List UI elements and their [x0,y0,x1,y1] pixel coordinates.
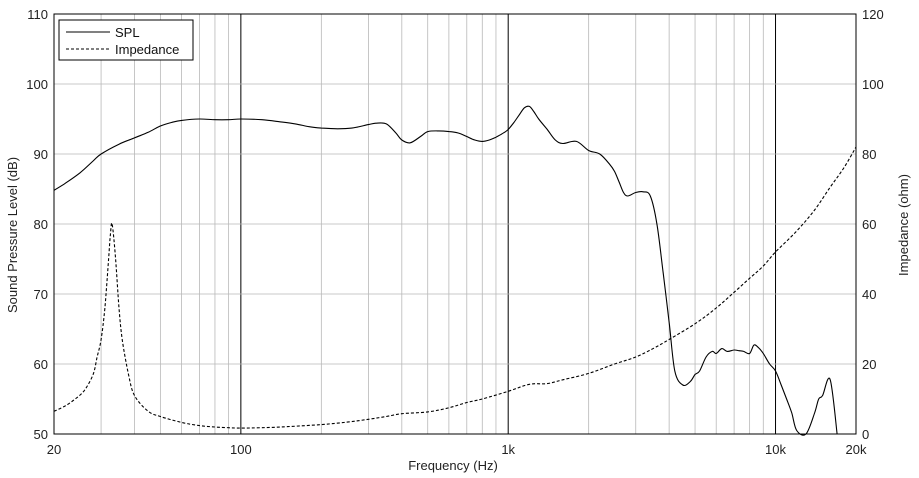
x-axis-title: Frequency (Hz) [408,458,498,473]
y-right-tick-labels: 0 20 40 60 80 100 120 [862,7,884,442]
legend-box [58,19,194,61]
y-right-tick-label: 100 [862,77,884,92]
y-left-tick-label: 90 [34,147,48,162]
y-right-axis-title: Impedance (ohm) [896,174,911,276]
x-tick-label: 100 [230,442,252,457]
y-right-tick-label: 80 [862,147,876,162]
y-right-tick-label: 0 [862,427,869,442]
x-tick-label: 1k [501,442,515,457]
legend-label-spl: SPL [115,25,140,40]
x-tick-label: 20 [47,442,61,457]
x-tick-label: 10k [765,442,786,457]
grid [54,14,856,434]
y-right-tick-label: 120 [862,7,884,22]
y-left-tick-label: 50 [34,427,48,442]
y-right-tick-label: 60 [862,217,876,232]
y-left-tick-label: 110 [27,7,48,22]
y-left-tick-label: 80 [34,217,48,232]
y-left-tick-labels: 50 60 70 80 90 100 110 [26,7,48,442]
legend-label-impedance: Impedance [115,42,179,57]
y-right-tick-label: 40 [862,287,876,302]
y-right-tick-label: 20 [862,357,876,372]
y-left-tick-label: 100 [26,77,48,92]
y-left-axis-title: Sound Pressure Level (dB) [5,157,20,313]
y-left-tick-label: 60 [34,357,48,372]
plot-frame [53,13,857,435]
series-line-spl [53,105,838,436]
series-line-impedance [53,146,857,429]
x-tick-labels: 20 100 1k 10k 20k [47,442,867,457]
y-left-tick-label: 70 [34,287,48,302]
x-tick-label: 20k [846,442,867,457]
series-layer [53,105,857,436]
legend: SPL Impedance [58,19,194,61]
